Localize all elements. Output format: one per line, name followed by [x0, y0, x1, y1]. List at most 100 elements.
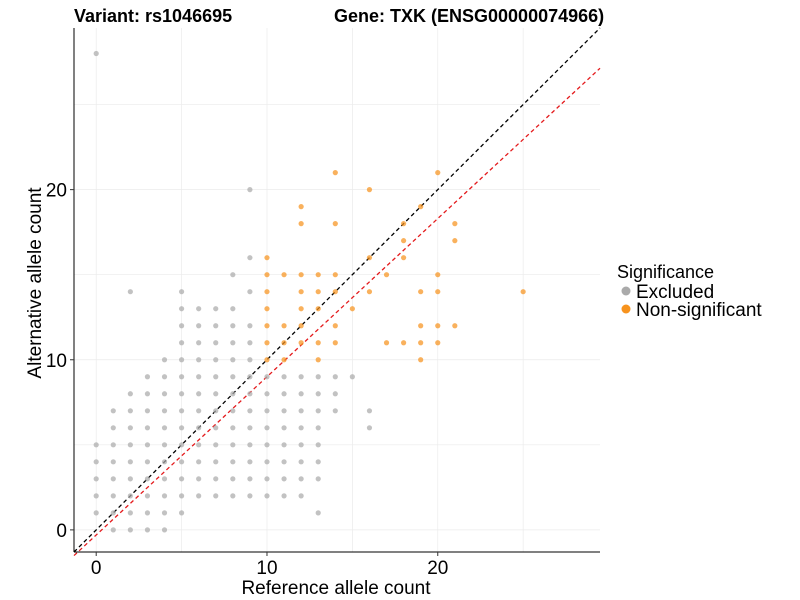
data-point	[93, 50, 99, 57]
data-point	[366, 187, 373, 193]
data-point	[247, 493, 253, 499]
data-point	[110, 459, 116, 465]
data-point	[281, 391, 287, 397]
data-point	[93, 510, 99, 516]
data-point	[281, 357, 287, 363]
data-point	[383, 272, 390, 278]
chart-title-gene: Gene: TXK (ENSG00000074966)	[334, 6, 604, 26]
data-point	[110, 408, 116, 414]
x-tick-label: 20	[427, 558, 448, 579]
data-point	[230, 391, 236, 397]
data-point	[93, 476, 99, 482]
data-point	[178, 357, 185, 363]
chart-title-variant: Variant: rs1046695	[74, 6, 232, 26]
data-point	[264, 289, 270, 295]
data-point	[93, 442, 99, 448]
y-axis-title: Alternative allele count	[25, 187, 46, 379]
data-point	[230, 306, 236, 312]
data-point	[247, 425, 253, 431]
data-point	[161, 493, 168, 499]
data-point	[401, 238, 407, 244]
data-point	[298, 272, 304, 278]
data-point	[230, 374, 236, 380]
data-point	[298, 289, 304, 295]
data-point	[247, 459, 253, 465]
data-point	[144, 493, 151, 499]
data-point	[349, 306, 355, 312]
data-point	[230, 357, 236, 363]
data-point	[281, 459, 287, 465]
data-point	[332, 408, 338, 414]
data-point	[418, 204, 424, 210]
data-point	[213, 357, 219, 363]
legend-swatch-excluded	[621, 286, 631, 296]
data-point	[110, 476, 116, 482]
data-point	[178, 306, 185, 312]
axes	[73, 28, 600, 553]
data-point	[93, 459, 99, 465]
data-point	[315, 272, 321, 278]
data-point	[144, 374, 151, 380]
data-point	[315, 442, 321, 448]
data-point	[298, 340, 304, 346]
data-point	[281, 476, 287, 482]
reference-line	[73, 67, 601, 557]
data-point	[366, 425, 373, 431]
data-point	[281, 374, 287, 380]
y-tick-label: 0	[56, 521, 67, 542]
data-point	[213, 391, 219, 397]
data-point	[520, 289, 526, 295]
data-point	[230, 493, 236, 499]
data-point	[178, 425, 185, 431]
data-point	[247, 408, 253, 414]
data-point	[315, 459, 321, 465]
data-point	[247, 255, 253, 261]
data-point	[281, 493, 287, 499]
data-point	[213, 306, 219, 312]
data-point	[264, 340, 270, 346]
x-tick-label: 10	[256, 558, 277, 579]
data-point	[127, 459, 133, 465]
data-point	[161, 476, 168, 482]
data-point	[332, 221, 338, 227]
data-point	[178, 442, 185, 448]
data-point	[298, 493, 304, 499]
data-point	[161, 374, 168, 380]
data-point	[230, 272, 236, 278]
data-point	[213, 408, 219, 414]
data-point	[196, 306, 202, 312]
data-point	[315, 391, 321, 397]
data-point	[264, 357, 270, 363]
data-point	[435, 340, 441, 346]
data-point	[264, 323, 270, 329]
data-point	[383, 340, 390, 346]
data-point	[144, 425, 151, 431]
data-point	[161, 459, 168, 465]
legend: Significance Excluded Non-significant	[617, 262, 762, 321]
data-point	[332, 391, 338, 397]
data-point	[230, 459, 236, 465]
data-point	[264, 459, 270, 465]
data-point	[196, 391, 202, 397]
data-point	[213, 459, 219, 465]
data-point	[401, 340, 407, 346]
data-point	[247, 391, 253, 397]
data-point	[178, 340, 185, 346]
data-point	[196, 442, 202, 448]
data-point	[435, 170, 441, 176]
data-point	[298, 408, 304, 414]
data-point	[213, 323, 219, 329]
data-point	[161, 510, 168, 516]
data-point	[247, 323, 253, 329]
data-point	[281, 272, 287, 278]
data-point	[366, 408, 373, 414]
data-point	[144, 459, 151, 465]
y-tick-label: 10	[46, 351, 67, 372]
data-point	[332, 170, 338, 176]
data-point	[452, 221, 458, 227]
data-point	[127, 510, 133, 516]
data-point	[110, 527, 116, 533]
data-point	[196, 408, 202, 414]
legend-swatch-non-significant	[621, 304, 631, 314]
